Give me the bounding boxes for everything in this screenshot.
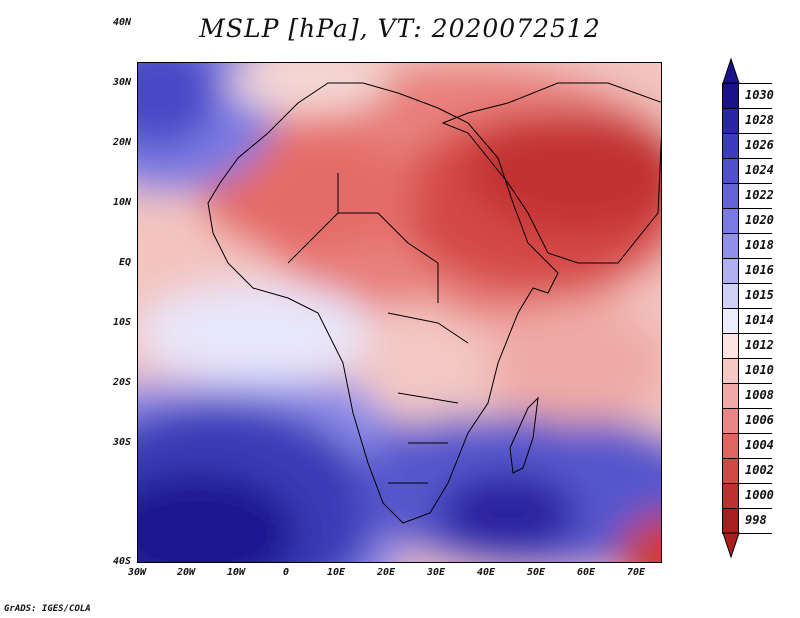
lat-label: 20N <box>112 137 131 148</box>
colorbar-label: 1028 <box>745 113 774 127</box>
colorbar-swatch <box>722 458 739 483</box>
colorbar-top-arrow <box>722 58 740 84</box>
colorbar-label: 1015 <box>745 288 774 302</box>
colorbar-swatch <box>722 308 739 333</box>
colorbar-swatch <box>722 158 739 183</box>
colorbar-swatch <box>722 183 739 208</box>
colorbar-tick <box>722 433 772 434</box>
colorbar-swatch <box>722 483 739 508</box>
colorbar-label: 1020 <box>745 213 774 227</box>
colorbar-swatch <box>722 208 739 233</box>
colorbar-label: 1000 <box>745 488 774 502</box>
colorbar-swatch <box>722 233 739 258</box>
colorbar-swatch <box>722 358 739 383</box>
pressure-map <box>137 62 662 563</box>
lon-label: 70E <box>626 567 646 578</box>
colorbar-label: 1004 <box>745 438 774 452</box>
lon-label: 50E <box>526 567 546 578</box>
map-title: MSLP [hPa], VT: 2020072512 <box>199 14 601 43</box>
lon-label: 0 <box>282 567 290 578</box>
colorbar-tick <box>722 508 772 509</box>
colorbar-swatch <box>722 383 739 408</box>
lon-label: 20E <box>376 567 396 578</box>
lon-label: 60E <box>576 567 596 578</box>
colorbar-tick <box>722 383 772 384</box>
colorbar-label: 1024 <box>745 163 774 177</box>
lat-label: 10S <box>112 317 131 328</box>
colorbar-tick <box>722 133 772 134</box>
lat-label: 10N <box>112 197 131 208</box>
colorbar-swatch <box>722 283 739 308</box>
colorbar-tick <box>722 308 772 309</box>
colorbar-tick <box>722 533 772 534</box>
colorbar-label: 1030 <box>745 88 774 102</box>
colorbar-label: 1002 <box>745 463 774 477</box>
colorbar-tick <box>722 358 772 359</box>
colorbar-label: 1012 <box>745 338 774 352</box>
colorbar-label: 1026 <box>745 138 774 152</box>
colorbar-tick <box>722 83 772 84</box>
colorbar-swatch <box>722 258 739 283</box>
lon-label: 10E <box>326 567 346 578</box>
colorbar-tick <box>722 283 772 284</box>
colorbar-swatch <box>722 133 739 158</box>
colorbar-label: 1010 <box>745 363 774 377</box>
credit-text: GrADS: IGES/COLA <box>4 604 91 614</box>
colorbar-tick <box>722 108 772 109</box>
colorbar-label: 998 <box>745 513 767 527</box>
colorbar-label: 1006 <box>745 413 774 427</box>
lat-label: EQ <box>118 257 131 268</box>
colorbar-label: 1008 <box>745 388 774 402</box>
colorbar-swatch <box>722 408 739 433</box>
colorbar-label: 1018 <box>745 238 774 252</box>
coastlines <box>207 82 661 524</box>
mslp-field <box>138 63 661 562</box>
lat-label: 40N <box>112 17 131 28</box>
colorbar-tick <box>722 233 772 234</box>
colorbar-label: 1016 <box>745 263 774 277</box>
colorbar-tick <box>722 458 772 459</box>
lon-label: 10W <box>226 567 246 578</box>
colorbar-swatch <box>722 108 739 133</box>
colorbar-tick <box>722 183 772 184</box>
lon-label: 20W <box>176 567 196 578</box>
lat-label: 30N <box>112 77 131 88</box>
lat-label: 30S <box>112 437 131 448</box>
colorbar-swatch <box>722 433 739 458</box>
colorbar-swatch <box>722 83 739 108</box>
lat-label: 20S <box>112 377 131 388</box>
colorbar-tick <box>722 158 772 159</box>
colorbar-label: 1014 <box>745 313 774 327</box>
colorbar-tick <box>722 408 772 409</box>
colorbar-swatch <box>722 333 739 358</box>
colorbar-bottom-arrow <box>722 532 740 558</box>
colorbar-label: 1022 <box>745 188 774 202</box>
lon-label: 40E <box>476 567 496 578</box>
colorbar-tick <box>722 333 772 334</box>
lat-label: 40S <box>112 556 131 567</box>
lon-label: 30W <box>127 567 147 578</box>
lon-label: 30E <box>426 567 446 578</box>
colorbar-tick <box>722 258 772 259</box>
colorbar-tick <box>722 483 772 484</box>
colorbar-tick <box>722 208 772 209</box>
colorbar-swatch <box>722 508 739 533</box>
